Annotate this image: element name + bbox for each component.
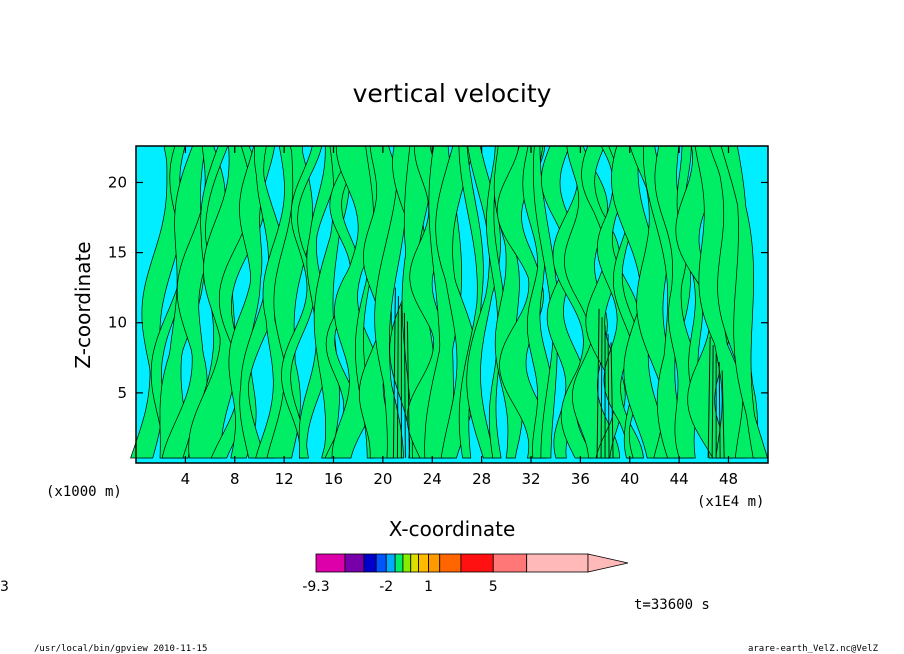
- y-tick-label: 20: [108, 173, 127, 191]
- x-tick-label: 36: [571, 470, 590, 488]
- colorbar-tick-label: -9.3: [302, 579, 329, 595]
- colorbar-swatch: [363, 553, 377, 573]
- y-tick-label: 15: [108, 244, 127, 262]
- velocity-contour-band: [228, 145, 276, 459]
- y-axis-label: Z-coordinate: [71, 241, 95, 368]
- x-axis: 4 8 12 16 20 24 28 32 36 40 44 48: [181, 146, 738, 488]
- colorbar-tick-label: -2: [379, 579, 393, 595]
- colorbar-swatch: [344, 553, 365, 573]
- footer-left: /usr/local/bin/gpview 2010-11-15: [34, 644, 207, 654]
- time-annotation: t=33600 s: [634, 597, 710, 613]
- footer-right: arare-earth_VelZ.nc@VelZ: [748, 644, 879, 654]
- updraft-streak: [610, 342, 614, 459]
- updraft-streak: [392, 287, 396, 459]
- updraft-streak: [600, 317, 603, 459]
- colorbar-tick-label: 1: [424, 579, 433, 595]
- velocity-contour-band: [374, 145, 407, 459]
- colorbar-swatch: [385, 553, 396, 573]
- x-tick-label: 12: [275, 470, 294, 488]
- updraft-streak: [403, 312, 406, 459]
- colorbar-swatch: [315, 553, 346, 573]
- colorbar-swatch: [410, 553, 419, 573]
- updraft-streak: [607, 333, 610, 459]
- x-tick-label: 44: [670, 470, 689, 488]
- colorbar-swatch: [460, 553, 494, 573]
- x-tick-label: 40: [620, 470, 639, 488]
- updraft-streak: [721, 370, 725, 459]
- x-tick-label: 16: [324, 470, 343, 488]
- x-tick-label: 8: [230, 470, 240, 488]
- updraft-streak: [707, 336, 711, 459]
- x-unit-left: (x1000 m): [46, 484, 122, 500]
- colorbar: -9.3 -2 1 5 13: [0, 553, 629, 595]
- colorbar-swatch: [439, 553, 462, 573]
- colorbar-extend-arrow: [587, 553, 629, 573]
- x-axis-label: X-coordinate: [389, 517, 516, 541]
- updraft-streak: [711, 345, 714, 459]
- y-axis: 5 10 15 20: [108, 173, 768, 402]
- updraft-streak: [596, 308, 600, 459]
- colorbar-swatch: [526, 553, 589, 573]
- velocity-contour-band: [458, 145, 484, 459]
- positive-velocity-regions: [130, 145, 768, 459]
- velocity-contour-band: [486, 145, 505, 459]
- updraft-streak: [406, 321, 410, 459]
- x-tick-label: 24: [423, 470, 442, 488]
- y-tick-label: 5: [117, 384, 127, 402]
- x-tick-label: 32: [521, 470, 540, 488]
- updraft-streak: [396, 296, 399, 459]
- colorbar-swatch: [394, 553, 404, 573]
- colorbar-swatch: [492, 553, 528, 573]
- x-tick-label: 28: [472, 470, 491, 488]
- updraft-cores: [392, 287, 725, 459]
- y-tick-label: 10: [108, 314, 127, 332]
- colorbar-tick-label: 13: [0, 579, 9, 595]
- x-tick-label: 48: [719, 470, 738, 488]
- chart-title: vertical velocity: [353, 79, 552, 108]
- colorbar-swatch: [418, 553, 429, 573]
- x-tick-label: 4: [181, 470, 191, 488]
- updraft-streak: [718, 362, 721, 459]
- colorbar-swatch: [402, 553, 412, 573]
- velocity-contour-band: [532, 145, 559, 459]
- colorbar-swatch: [428, 553, 441, 573]
- plot-frame: [135, 145, 769, 464]
- colorbar-swatch: [375, 553, 387, 573]
- plot-area: [130, 145, 769, 464]
- colorbar-tick-label: 5: [489, 579, 498, 595]
- x-unit-right: (x1E4 m): [697, 494, 764, 510]
- x-tick-label: 20: [373, 470, 392, 488]
